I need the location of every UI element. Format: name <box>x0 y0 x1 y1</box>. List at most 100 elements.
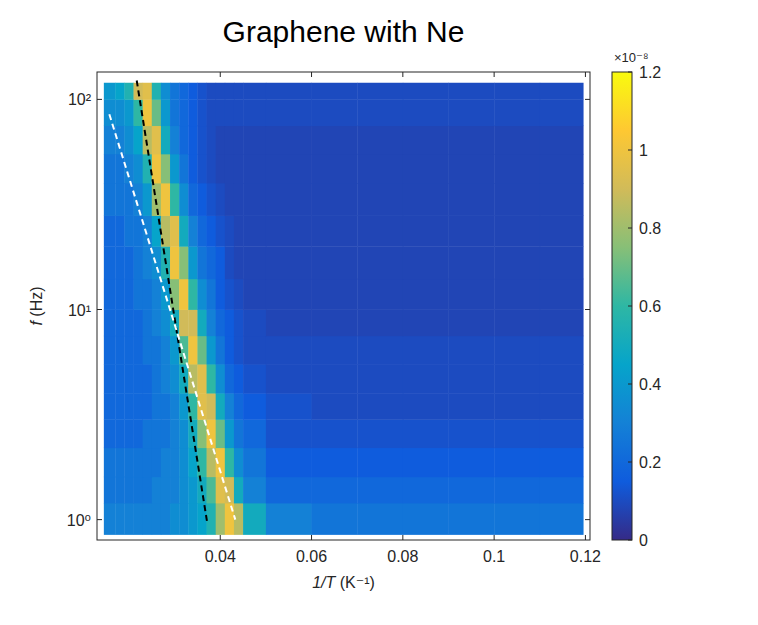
heatmap-cell <box>124 83 134 100</box>
heatmap-cell <box>266 503 312 535</box>
heatmap-cell <box>234 183 244 216</box>
heatmap-cell <box>448 336 494 365</box>
heatmap-cell <box>448 126 494 155</box>
heatmap-cell <box>243 216 266 247</box>
heatmap-cell <box>312 503 358 535</box>
heatmap-cell <box>143 336 153 365</box>
heatmap-cell <box>143 83 153 100</box>
heatmap-cell <box>170 216 180 247</box>
heatmap-cell <box>403 99 449 126</box>
heatmap-cell <box>197 99 207 126</box>
heatmap-cell <box>312 154 358 183</box>
heatmap-cell <box>225 279 235 310</box>
heatmap-cell <box>216 364 226 393</box>
heatmap-cell <box>216 154 226 183</box>
heatmap-cell <box>207 216 217 247</box>
heatmap-cell <box>403 216 449 247</box>
heatmap-cell <box>207 364 217 393</box>
heatmap-cell <box>170 477 180 504</box>
heatmap-cell <box>540 448 584 477</box>
heatmap-cell <box>115 183 125 216</box>
heatmap-cell <box>357 246 403 279</box>
heatmap-cell <box>104 336 116 365</box>
heatmap-cell <box>188 503 198 535</box>
heatmap-cell <box>216 279 226 310</box>
heatmap-cell <box>207 154 217 183</box>
heatmap-cell <box>225 336 235 365</box>
heatmap-cell <box>216 419 226 448</box>
heatmap-cell <box>197 83 207 100</box>
heatmap-cell <box>179 419 189 448</box>
colorbar-tick <box>628 150 632 151</box>
heatmap-cell <box>243 246 266 279</box>
heatmap-cell <box>197 246 207 279</box>
heatmap-cell <box>312 310 358 337</box>
colorbar-tick-label: 0.2 <box>639 454 661 471</box>
heatmap-cell <box>104 183 116 216</box>
heatmap-cell <box>197 154 207 183</box>
heatmap-cell <box>403 503 449 535</box>
heatmap-cell <box>243 448 266 477</box>
heatmap-cell <box>134 154 144 183</box>
heatmap-cell <box>494 154 540 183</box>
heatmap-cell <box>104 448 116 477</box>
heatmap-cell <box>170 183 180 216</box>
colorbar-tick <box>628 228 632 229</box>
heatmap-cell <box>124 448 134 477</box>
y-tick <box>585 99 590 100</box>
heatmap-cell <box>403 310 449 337</box>
heatmap-cell <box>357 448 403 477</box>
heatmap-cell <box>266 183 312 216</box>
heatmap-cell <box>357 216 403 247</box>
heatmap-cell <box>124 503 134 535</box>
heatmap-cell <box>124 216 134 247</box>
heatmap-cell <box>448 503 494 535</box>
heatmap-cell <box>266 246 312 279</box>
heatmap-cell <box>207 183 217 216</box>
heatmap-cell <box>266 99 312 126</box>
heatmap-cell <box>312 336 358 365</box>
heatmap-cell <box>134 310 144 337</box>
heatmap-cell <box>312 216 358 247</box>
heatmap-cell <box>143 310 153 337</box>
heatmap-cell <box>357 310 403 337</box>
heatmap-cell <box>161 448 171 477</box>
heatmap-cell <box>134 336 144 365</box>
heatmap-cell <box>115 364 125 393</box>
heatmap-cell <box>152 393 162 420</box>
heatmap-cell <box>494 99 540 126</box>
heatmap-cell <box>216 393 226 420</box>
heatmap-cell <box>312 448 358 477</box>
heatmap-cell <box>207 477 217 504</box>
heatmap-cell <box>357 279 403 310</box>
heatmap-cell <box>494 279 540 310</box>
heatmap-cell <box>104 310 116 337</box>
heatmap-cell <box>403 246 449 279</box>
heatmap-cell <box>266 310 312 337</box>
colorbar-tick-label: 0 <box>639 532 648 549</box>
heatmap-cell <box>104 246 116 279</box>
heatmap-cell <box>448 99 494 126</box>
heatmap-cell <box>152 99 162 126</box>
heatmap-cell <box>243 126 266 155</box>
heatmap-cell <box>448 246 494 279</box>
heatmap-cell <box>225 83 235 100</box>
heatmap-cell <box>540 336 584 365</box>
heatmap-cell <box>188 419 198 448</box>
heatmap-cell <box>188 279 198 310</box>
heatmap-cell <box>234 477 244 504</box>
colorbar-tick-label: 0.8 <box>639 220 661 237</box>
heatmap-cell <box>312 393 358 420</box>
heatmap-cell <box>225 126 235 155</box>
heatmap-cell <box>161 126 171 155</box>
heatmap-cell <box>234 336 244 365</box>
heatmap-cell <box>216 246 226 279</box>
colorbar-tick <box>628 306 632 307</box>
heatmap-cell <box>243 154 266 183</box>
heatmap-cell <box>161 83 171 100</box>
heatmap-cell <box>197 364 207 393</box>
heatmap-cell <box>207 99 217 126</box>
heatmap-cell <box>243 477 266 504</box>
colorbar-multiplier: ×10⁻⁸ <box>614 50 648 65</box>
heatmap-cell <box>403 279 449 310</box>
